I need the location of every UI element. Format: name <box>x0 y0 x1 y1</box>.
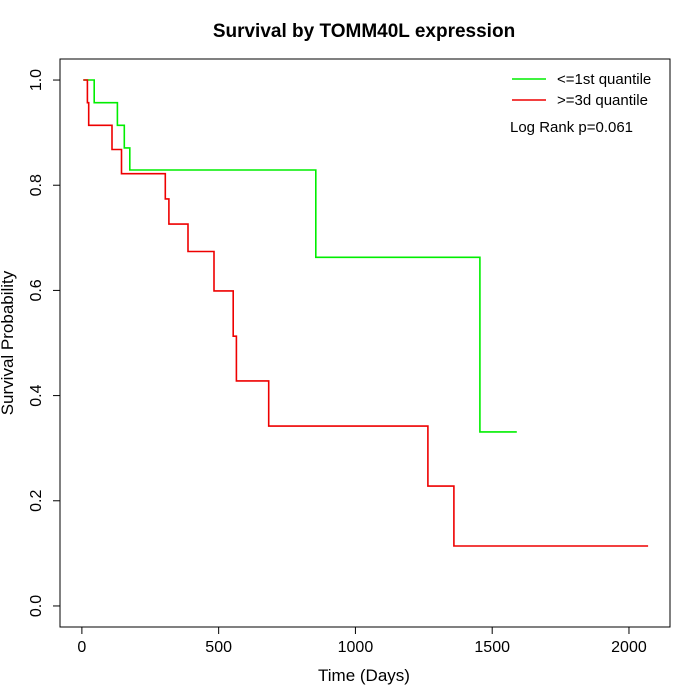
y-tick-label: 0.6 <box>28 279 45 301</box>
survival-line-1 <box>83 79 517 433</box>
legend-label-2: >=3d quantile <box>557 92 648 109</box>
y-tick-label: 0.8 <box>28 174 45 196</box>
series-lines <box>83 79 649 547</box>
survival-line-2 <box>83 79 649 547</box>
plot-frame <box>59 58 671 628</box>
legend: <=1st quantile >=3d quantile <box>512 71 651 109</box>
legend-label-1: <=1st quantile <box>557 71 651 88</box>
x-tick-label: 0 <box>77 639 86 656</box>
y-tick-label: 0.2 <box>28 490 45 512</box>
x-tick-label: 1500 <box>474 639 510 656</box>
y-tick-label: 1.0 <box>28 69 45 91</box>
x-tick-label: 500 <box>205 639 232 656</box>
x-axis-label: Time (Days) <box>318 666 410 685</box>
y-axis: 0.0 0.2 0.4 0.6 0.8 1.0 <box>28 69 61 617</box>
x-tick-label: 2000 <box>611 639 647 656</box>
y-axis-label: Survival Probability <box>0 270 17 415</box>
chart-title: Survival by TOMM40L expression <box>213 21 515 42</box>
y-tick-label: 0.0 <box>28 595 45 617</box>
logrank-annotation: Log Rank p=0.061 <box>510 119 633 136</box>
x-axis: 0 500 1000 1500 2000 <box>77 626 647 656</box>
y-tick-label: 0.4 <box>28 384 45 406</box>
x-tick-label: 1000 <box>338 639 374 656</box>
